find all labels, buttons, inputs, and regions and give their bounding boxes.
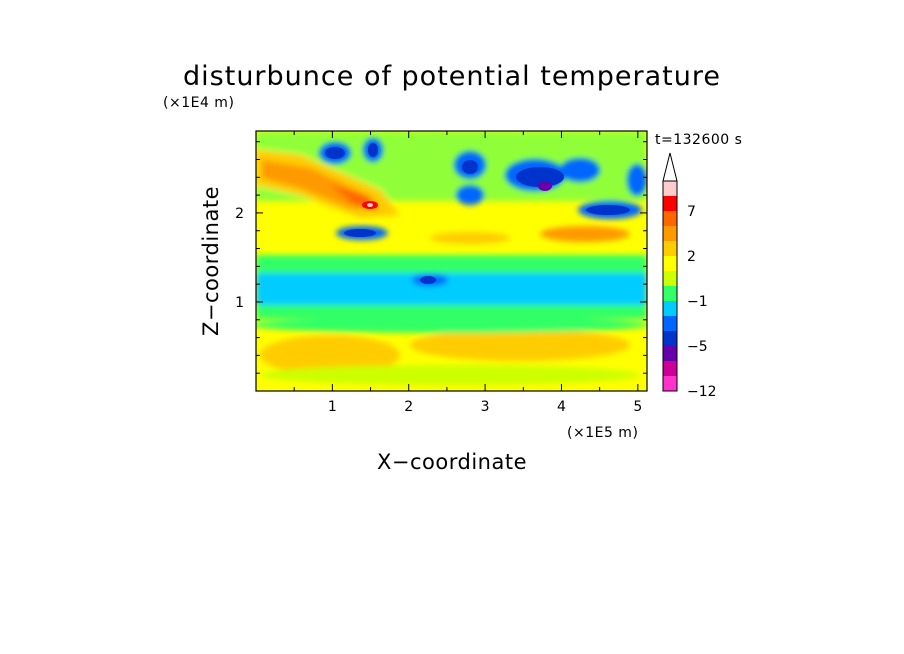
colorbar-swatch (663, 211, 677, 226)
field-green-below-band (256, 305, 647, 319)
field-cold-cell-6 (560, 158, 600, 182)
chart-title: disturbunce of potential temperature (183, 61, 721, 92)
colorbar-swatch (663, 241, 677, 256)
y-tick-label: 2 (235, 206, 244, 222)
field-core-1 (325, 147, 345, 159)
x-unit-label: (×1E5 m) (567, 425, 638, 441)
colorbar-swatch (663, 181, 677, 196)
x-tick-label: 5 (633, 399, 642, 415)
y-tick-label: 1 (235, 295, 244, 311)
y-axis-label: Z−coordinate (199, 186, 223, 336)
y-axis-ticks: 12 (235, 141, 647, 374)
colorbar-swatch (663, 346, 677, 361)
colorbar-swatch (663, 301, 677, 316)
field-core-3 (344, 229, 376, 237)
colorbar-swatch (663, 376, 677, 391)
field-warm-mid (430, 232, 510, 244)
field-cold-cell-8 (456, 185, 484, 205)
field-core-6 (586, 205, 630, 215)
plot-frame (255, 130, 648, 392)
colorbar-swatch (663, 361, 677, 376)
field-core-4 (516, 167, 564, 187)
x-axis-label: X−coordinate (377, 450, 527, 474)
colorbar: −12−5−127 (662, 152, 717, 400)
colorbar-label: −5 (687, 339, 708, 355)
x-tick-label: 3 (481, 399, 490, 415)
field-cold-cell-10 (627, 164, 647, 196)
x-axis-ticks: 1 2 3 4 5 (293, 131, 642, 415)
colorbar-label: 2 (687, 249, 696, 265)
colorbar-swatch (663, 256, 677, 271)
field-core-7 (462, 160, 478, 174)
field-green-above-band (256, 255, 647, 273)
field-warm-right (540, 226, 630, 242)
field-cold-band (256, 272, 647, 306)
field-warm-peak-light (367, 203, 373, 207)
field-core-2 (368, 143, 378, 157)
colorbar-extend-arrow (662, 152, 678, 182)
contour-field (256, 131, 647, 391)
colorbar-swatch (663, 226, 677, 241)
x-tick-label: 4 (557, 399, 566, 415)
x-tick-label: 2 (404, 399, 413, 415)
field-low-warm-2 (410, 329, 630, 361)
field-mid-green-1 (256, 317, 647, 333)
colorbar-swatch (663, 316, 677, 331)
x-tick-label: 1 (328, 399, 337, 415)
colorbar-swatch (663, 286, 677, 301)
field-core-5 (538, 181, 552, 191)
colorbar-swatch (663, 271, 677, 286)
field-low-green (260, 365, 640, 385)
y-unit-label: (×1E4 m) (163, 95, 234, 111)
field-core-8 (420, 276, 436, 284)
colorbar-swatch (663, 196, 677, 211)
colorbar-label: −12 (687, 384, 717, 400)
time-label: t=132600 s (655, 132, 742, 148)
colorbar-label: 7 (687, 204, 696, 220)
colorbar-label: −1 (687, 294, 708, 310)
colorbar-frame (662, 180, 678, 392)
field-low-warm-1 (260, 335, 400, 375)
colorbar-swatch (663, 331, 677, 346)
